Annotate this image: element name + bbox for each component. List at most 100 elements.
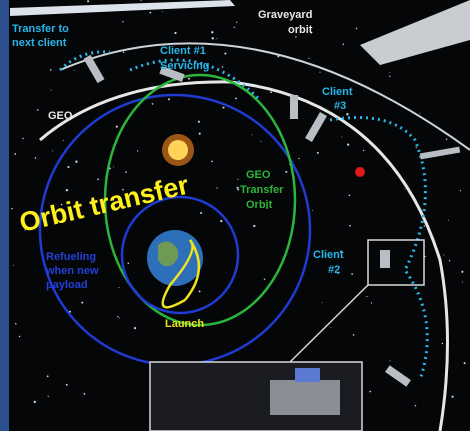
star [52,150,53,151]
label: Launch [165,318,204,330]
star [346,113,348,115]
star [253,225,255,227]
star [460,190,461,191]
star [199,290,201,292]
star [237,189,239,191]
star [319,72,320,73]
star [419,113,420,114]
star [200,212,202,214]
star [37,109,39,111]
star [50,69,52,71]
label: Client [313,249,344,261]
star [113,166,114,167]
star [235,98,237,100]
star [216,38,217,39]
star [298,158,299,159]
star [224,52,226,54]
label: #3 [334,100,346,112]
star [356,28,357,29]
star [449,260,450,261]
star [74,70,75,71]
satellite [290,95,298,119]
star [84,393,86,395]
star [416,147,417,148]
star [199,133,201,135]
label: when new [45,265,99,277]
star [237,179,238,180]
star [48,396,49,397]
star [446,138,448,140]
star [330,327,331,328]
label: Transfer to [12,23,69,35]
star [152,103,154,105]
star [14,153,16,155]
star [462,281,463,282]
star [137,150,138,151]
star [81,302,83,304]
star [341,136,342,137]
label: Client [322,86,353,98]
star [168,98,170,100]
star [123,52,124,53]
star [349,194,351,196]
star [222,107,224,109]
label: GEO [48,110,73,122]
star [448,220,449,221]
star [461,271,463,273]
star [442,343,443,344]
star [415,405,416,406]
star [149,12,151,14]
label: orbit [288,24,313,36]
diagram: Transfer to next client Client #1 Servic… [0,0,470,431]
star [389,76,390,77]
label: Refueling [46,251,96,263]
star [122,21,123,22]
star [11,208,13,210]
label: GEO [246,169,271,181]
star [66,189,68,191]
sun [168,140,188,160]
star [369,391,371,393]
star [424,225,425,226]
star [234,27,235,28]
star [162,11,163,12]
label: payload [46,279,88,291]
star [260,141,261,142]
star [66,384,68,386]
star [13,265,14,266]
star [452,396,454,398]
star [47,375,49,377]
star [75,161,77,163]
star [389,72,390,73]
star [252,134,253,135]
star [353,334,355,336]
detail-image [295,368,320,382]
star [222,66,224,68]
label: Orbit [246,199,273,211]
star [211,161,213,163]
star [117,316,118,317]
detail-image [270,380,340,415]
satellite [380,250,390,268]
star [87,0,89,2]
label: Graveyard [258,9,312,21]
label: next client [12,37,67,49]
star [216,187,217,188]
star [363,150,364,151]
star [317,152,319,154]
label: Transfer [240,184,284,196]
star [389,360,390,361]
star [349,225,351,227]
star [308,58,309,59]
star [128,263,130,265]
star [188,78,190,80]
star [295,36,296,37]
label: Servicing [160,60,210,72]
star [347,143,349,145]
star [351,273,353,275]
label: Client #1 [160,45,206,57]
star [322,302,323,303]
star [116,126,118,128]
star [443,254,444,255]
star [22,138,23,139]
